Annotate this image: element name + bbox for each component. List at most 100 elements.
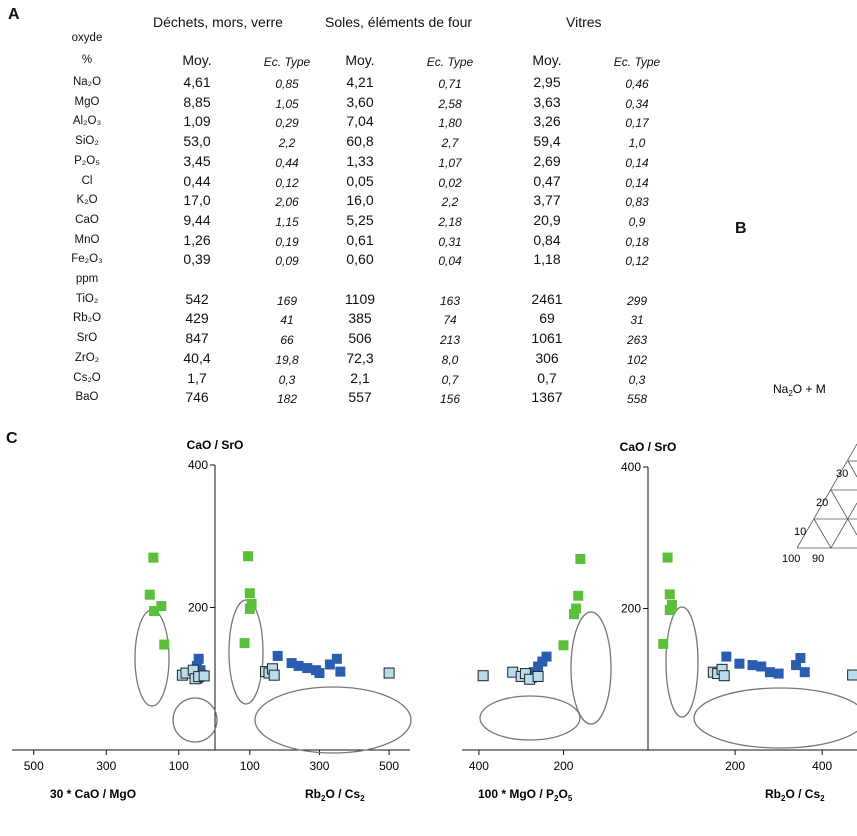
x-tick-label-left: 100: [169, 759, 189, 773]
cell-sd: 0,12: [625, 254, 649, 269]
cell-sd: 1,0: [628, 136, 646, 151]
cell-mean: 847: [185, 330, 209, 347]
x-axis-label-left: 100 * MgO / P2O5: [478, 787, 573, 803]
cell-sd: 0,3: [628, 372, 646, 387]
data-point: [734, 658, 745, 669]
group-ellipse: [665, 606, 699, 718]
data-point: [773, 668, 784, 679]
row-label: BaO: [75, 391, 99, 404]
subheader-mean-1: Moy.: [345, 52, 375, 68]
cell-sd: 0,12: [275, 175, 299, 190]
cell-sd: 299: [626, 293, 648, 308]
cell-sd: 0,09: [275, 254, 299, 269]
data-point: [747, 660, 758, 671]
cell-mean: 60,8: [346, 133, 374, 150]
cell-mean: 59,4: [533, 133, 561, 150]
cell-mean: 40,4: [183, 349, 211, 366]
x-tick-label-right: 400: [812, 759, 832, 773]
cell-mean: 1109: [344, 290, 376, 307]
data-point: [159, 639, 170, 650]
x-axis-label-left: 30 * CaO / MgO: [50, 787, 136, 801]
subheader-sd-0: Ec. Type: [263, 55, 311, 69]
cell-mean: 3,63: [533, 93, 561, 110]
data-point: [272, 650, 283, 661]
group-ellipse: [254, 686, 412, 754]
cell-mean: 1,09: [183, 113, 211, 130]
cell-mean: 0,84: [533, 231, 561, 248]
subheader-mean-0: Moy.: [182, 52, 212, 68]
cell-sd: 0,04: [438, 254, 462, 269]
cell-mean: 0,05: [346, 172, 374, 189]
group-ellipse: [172, 697, 218, 743]
cell-sd: 102: [626, 352, 648, 367]
cell-mean: 1,33: [346, 152, 374, 169]
cell-sd: 0,85: [275, 77, 299, 91]
data-point: [795, 653, 806, 664]
data-point: [198, 670, 210, 682]
cell-mean: 16,0: [346, 192, 374, 209]
cell-sd: 0,19: [275, 234, 299, 249]
subheader-mean-2: Moy.: [532, 52, 562, 68]
data-point: [331, 653, 342, 664]
cell-mean: 3,60: [346, 93, 374, 110]
cell-sd: 0,14: [625, 155, 649, 170]
cell-sd: 2,18: [438, 214, 462, 229]
cell-mean: 9,44: [183, 211, 211, 228]
cell-sd: 0,44: [275, 155, 299, 170]
cell-mean: 3,77: [533, 192, 561, 209]
cell-sd: 263: [626, 333, 648, 348]
data-point: [244, 588, 255, 599]
panel-letter-b: B: [735, 220, 747, 237]
cell-sd: 182: [276, 392, 298, 407]
cell-sd: 169: [276, 293, 298, 308]
data-point: [149, 606, 160, 617]
y-tick-label: 200: [188, 601, 208, 615]
cell-sd: 0,3: [278, 372, 296, 387]
data-point: [569, 609, 580, 620]
cell-sd: 2,06: [275, 195, 299, 210]
panel-letter-a: A: [8, 6, 20, 23]
data-point: [293, 660, 304, 671]
cell-mean: 0,60: [346, 251, 374, 268]
cell-sd: 2,7: [441, 136, 459, 151]
data-point: [662, 552, 673, 563]
x-tick-label-left: 500: [24, 759, 44, 773]
cell-mean: 429: [185, 310, 209, 327]
row-label: Cl: [81, 174, 93, 187]
row-label: Al₂O₃: [72, 115, 102, 128]
data-point: [477, 670, 489, 682]
data-point: [791, 660, 802, 671]
cell-mean: 20,9: [533, 211, 561, 228]
cell-sd: 19,8: [275, 352, 299, 367]
cell-sd: 66: [280, 333, 294, 348]
cell-sd: 0,71: [438, 77, 462, 91]
cell-mean: 542: [185, 290, 209, 307]
row-label: TiO₂: [75, 292, 99, 305]
row-label: Fe₂O₃: [71, 253, 103, 266]
cell-mean: 53,0: [183, 133, 211, 150]
cell-sd: 0,7: [441, 372, 459, 387]
cell-sd: 0,18: [625, 234, 649, 249]
data-point: [718, 670, 730, 682]
cell-sd: 1,05: [275, 96, 299, 111]
data-point: [156, 601, 167, 612]
data-point: [148, 552, 159, 563]
cell-sd: 41: [280, 313, 294, 328]
y-tick-label: 400: [621, 460, 641, 474]
x-tick-label-right: 500: [379, 759, 399, 773]
cell-mean: 1367: [531, 389, 563, 406]
cell-sd: 0,29: [275, 116, 299, 131]
data-point: [799, 667, 810, 678]
data-point: [324, 659, 335, 670]
cell-mean: 1,26: [183, 231, 211, 248]
col-label-oxyde: oxyde: [71, 32, 103, 44]
cell-mean: 1,18: [533, 251, 561, 268]
cell-mean: 17,0: [183, 192, 211, 209]
y-tick-label: 200: [621, 602, 641, 616]
cell-sd: 0,14: [625, 175, 649, 190]
data-point: [721, 651, 732, 662]
cell-sd: 0,17: [625, 116, 649, 131]
cell-mean: 1061: [531, 330, 563, 347]
cell-mean: 2,95: [533, 74, 561, 90]
